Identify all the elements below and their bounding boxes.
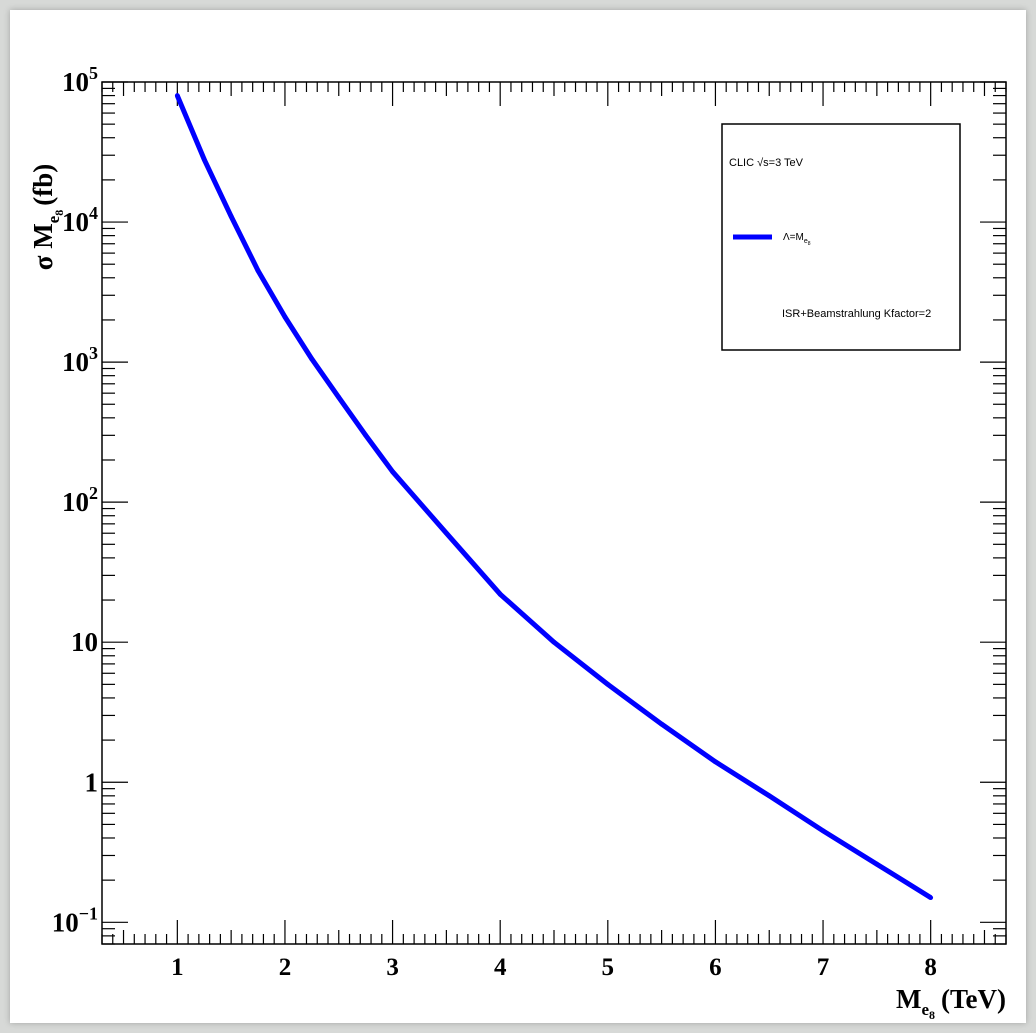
data-point [255,268,261,274]
data-point [390,469,395,475]
data-point [443,530,449,536]
data-point [174,93,180,98]
legend-entry-subsub: 8 [808,241,811,247]
y-tick-label: 1 [85,767,99,797]
y-axis-label: σ Me8 (fb) [28,164,66,270]
legend-entry-base: Λ=M [783,232,804,243]
x-tick-label: 5 [602,954,615,981]
y-tick-label: 10−1 [52,903,98,937]
x-axis-label-base: M [896,984,921,1014]
x-tick-label: 1 [171,954,184,981]
y-tick-label: 10 [71,627,98,657]
x-tick-label: 3 [386,954,399,981]
x-tick-label: 2 [279,954,292,981]
y-tick-label: 104 [62,203,98,237]
data-point [928,895,934,901]
y-axis-label-prefix: σ M [28,223,58,270]
legend: CLIC √s=3 TeV Λ=Me8 ISR+Beamstrahlung Kf… [721,123,961,351]
data-point [363,432,369,438]
data-point [336,394,342,400]
data-point [497,591,503,597]
x-tick-label: 4 [494,954,507,981]
legend-note: ISR+Beamstrahlung Kfactor=2 [782,308,931,320]
y-tick-labels: 10−1 1 10 102 103 104 105 [52,63,98,937]
data-point [820,828,826,834]
x-axis-label: Me8 (TeV) [896,984,1006,1022]
axis-ticks [101,81,1007,945]
y-axis-label-unit: (fb) [28,164,58,206]
data-point [659,721,665,727]
y-tick-label: 105 [62,63,98,97]
data-point [309,356,315,362]
legend-entry-sub: e [804,238,808,245]
series-layer [174,93,934,901]
data-point [766,793,772,799]
x-tick-label: 6 [709,954,722,981]
data-point [713,759,718,765]
y-axis-label-subsub: 8 [52,210,66,216]
legend-header: CLIC √s=3 TeV [729,157,804,169]
x-tick-label: 8 [924,954,937,981]
data-point [228,213,234,219]
data-point [201,157,207,162]
x-axis-label-subsub: 8 [929,1008,935,1022]
data-point [605,681,611,687]
data-point [282,314,288,320]
y-axis-label-group: σ Me8 (fb) [28,164,66,270]
x-axis-label-sub: e [921,1000,929,1019]
legend-entry-label: Λ=Me8 [783,232,811,247]
x-tick-labels: 1 2 3 4 5 6 7 8 [171,954,937,981]
x-axis-label-unit: (TeV) [941,984,1006,1014]
y-tick-label: 102 [62,483,98,517]
x-tick-label: 7 [817,954,830,981]
data-point [551,639,557,645]
y-axis-label-sub: e [44,215,63,223]
y-tick-label: 103 [62,343,98,377]
data-point [874,861,880,867]
